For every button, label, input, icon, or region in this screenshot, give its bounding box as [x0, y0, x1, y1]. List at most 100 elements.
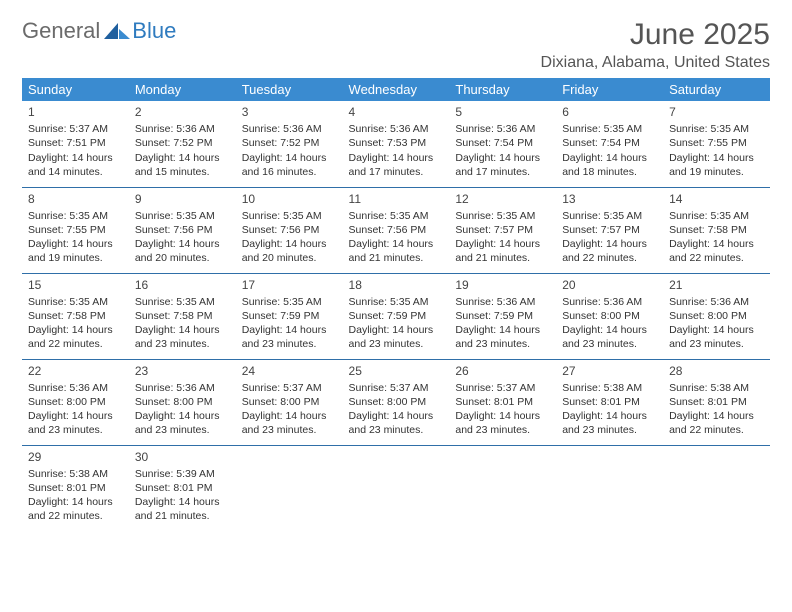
day-number: 23	[135, 363, 230, 379]
daylight-text: Daylight: 14 hours	[349, 409, 444, 423]
sunrise-text: Sunrise: 5:35 AM	[135, 209, 230, 223]
calendar-row: 1 Sunrise: 5:37 AMSunset: 7:51 PM Daylight…	[22, 101, 770, 187]
sunrise-text: Sunrise: 5:37 AM	[455, 381, 550, 395]
daylight-text: Daylight: 14 hours	[455, 409, 550, 423]
sunset-text: Sunset: 7:54 PM	[562, 136, 657, 150]
daylight-text: and 19 minutes.	[28, 251, 123, 265]
daylight-text: and 23 minutes.	[135, 423, 230, 437]
weekday-header: Saturday	[663, 78, 770, 101]
daylight-text: and 21 minutes.	[135, 509, 230, 523]
daylight-text: Daylight: 14 hours	[349, 323, 444, 337]
sunset-text: Sunset: 7:51 PM	[28, 136, 123, 150]
daylight-text: Daylight: 14 hours	[135, 237, 230, 251]
calendar-cell: 15Sunrise: 5:35 AMSunset: 7:58 PMDayligh…	[22, 273, 129, 359]
day-number: 3	[242, 104, 337, 120]
sunset-text: Sunset: 7:59 PM	[455, 309, 550, 323]
daylight-text: Daylight: 14 hours	[28, 237, 123, 251]
day-number: 24	[242, 363, 337, 379]
sunset-text: Sunset: 7:58 PM	[28, 309, 123, 323]
sunrise-text: Sunrise: 5:37 AM	[242, 381, 337, 395]
day-number: 2	[135, 104, 230, 120]
day-number: 5	[455, 104, 550, 120]
calendar-cell: 10Sunrise: 5:35 AMSunset: 7:56 PMDayligh…	[236, 187, 343, 273]
sunset-text: Sunset: 7:55 PM	[28, 223, 123, 237]
day-number: 21	[669, 277, 764, 293]
daylight-text: Daylight: 14 hours	[455, 151, 550, 165]
sunrise-text: Sunrise: 5:38 AM	[669, 381, 764, 395]
day-number: 1	[28, 104, 123, 120]
sunrise-text: Sunrise: 5:36 AM	[135, 381, 230, 395]
sunset-text: Sunset: 8:01 PM	[28, 481, 123, 495]
sunrise-text: Sunrise: 5:37 AM	[28, 122, 123, 136]
daylight-text: Daylight: 14 hours	[28, 409, 123, 423]
daylight-text: and 22 minutes.	[28, 509, 123, 523]
calendar-cell	[556, 445, 663, 531]
sunset-text: Sunset: 7:54 PM	[455, 136, 550, 150]
calendar-cell	[449, 445, 556, 531]
calendar-cell: 29Sunrise: 5:38 AMSunset: 8:01 PMDayligh…	[22, 445, 129, 531]
calendar-cell: 5Sunrise: 5:36 AMSunset: 7:54 PMDaylight…	[449, 101, 556, 187]
daylight-text: and 20 minutes.	[242, 251, 337, 265]
calendar-cell: 19Sunrise: 5:36 AMSunset: 7:59 PMDayligh…	[449, 273, 556, 359]
daylight-text: and 23 minutes.	[28, 423, 123, 437]
calendar-cell	[236, 445, 343, 531]
daylight-text: Daylight: 14 hours	[669, 151, 764, 165]
sunrise-text: Sunrise: 5:35 AM	[242, 209, 337, 223]
day-number: 12	[455, 191, 550, 207]
sunset-text: Sunset: 8:00 PM	[135, 395, 230, 409]
day-number: 15	[28, 277, 123, 293]
calendar-cell: 13Sunrise: 5:35 AMSunset: 7:57 PMDayligh…	[556, 187, 663, 273]
daylight-text: and 23 minutes.	[349, 423, 444, 437]
sunset-text: Sunset: 8:00 PM	[562, 309, 657, 323]
sunrise-text: Sunrise: 5:36 AM	[28, 381, 123, 395]
day-number: 28	[669, 363, 764, 379]
daylight-text: and 20 minutes.	[135, 251, 230, 265]
sunrise-text: Sunrise: 5:35 AM	[562, 209, 657, 223]
sunset-text: Sunset: 7:52 PM	[242, 136, 337, 150]
calendar-cell: 2Sunrise: 5:36 AMSunset: 7:52 PMDaylight…	[129, 101, 236, 187]
daylight-text: and 21 minutes.	[349, 251, 444, 265]
sunset-text: Sunset: 8:01 PM	[135, 481, 230, 495]
title-block: June 2025 Dixiana, Alabama, United State…	[541, 18, 770, 72]
calendar-cell: 21 Sunrise: 5:36 AMSunset: 8:00 PMDayligh…	[663, 273, 770, 359]
sunset-text: Sunset: 8:00 PM	[28, 395, 123, 409]
day-number: 11	[349, 191, 444, 207]
daylight-text: Daylight: 14 hours	[349, 237, 444, 251]
sunrise-text: Sunrise: 5:36 AM	[669, 295, 764, 309]
sunrise-text: Sunrise: 5:35 AM	[349, 295, 444, 309]
sunset-text: Sunset: 7:56 PM	[135, 223, 230, 237]
month-title: June 2025	[541, 18, 770, 52]
calendar-row: 8Sunrise: 5:35 AMSunset: 7:55 PMDaylight…	[22, 187, 770, 273]
sunset-text: Sunset: 7:58 PM	[135, 309, 230, 323]
sunset-text: Sunset: 8:00 PM	[669, 309, 764, 323]
calendar-cell: 14Sunrise: 5:35 AMSunset: 7:58 PMDayligh…	[663, 187, 770, 273]
calendar-cell: 18Sunrise: 5:35 AMSunset: 7:59 PMDayligh…	[343, 273, 450, 359]
daylight-text: and 23 minutes.	[562, 337, 657, 351]
calendar-cell: 8Sunrise: 5:35 AMSunset: 7:55 PMDaylight…	[22, 187, 129, 273]
sunset-text: Sunset: 8:00 PM	[349, 395, 444, 409]
calendar-cell: 6Sunrise: 5:35 AMSunset: 7:54 PMDaylight…	[556, 101, 663, 187]
sunrise-text: Sunrise: 5:36 AM	[242, 122, 337, 136]
logo-text-general: General	[22, 18, 100, 44]
sunrise-text: Sunrise: 5:35 AM	[135, 295, 230, 309]
daylight-text: and 15 minutes.	[135, 165, 230, 179]
daylight-text: and 23 minutes.	[669, 337, 764, 351]
daylight-text: Daylight: 14 hours	[562, 323, 657, 337]
day-number: 27	[562, 363, 657, 379]
day-number: 6	[562, 104, 657, 120]
daylight-text: Daylight: 14 hours	[28, 323, 123, 337]
daylight-text: Daylight: 14 hours	[242, 409, 337, 423]
daylight-text: Daylight: 14 hours	[669, 323, 764, 337]
calendar-row: 15Sunrise: 5:35 AMSunset: 7:58 PMDayligh…	[22, 273, 770, 359]
daylight-text: and 22 minutes.	[669, 251, 764, 265]
header: General Blue June 2025 Dixiana, Alabama,…	[22, 18, 770, 72]
calendar-cell: 17Sunrise: 5:35 AMSunset: 7:59 PMDayligh…	[236, 273, 343, 359]
daylight-text: and 23 minutes.	[349, 337, 444, 351]
daylight-text: and 23 minutes.	[562, 423, 657, 437]
calendar-cell	[663, 445, 770, 531]
daylight-text: Daylight: 14 hours	[242, 323, 337, 337]
day-number: 10	[242, 191, 337, 207]
day-number: 30	[135, 449, 230, 465]
calendar-row: 22Sunrise: 5:36 AMSunset: 8:00 PMDayligh…	[22, 359, 770, 445]
daylight-text: Daylight: 14 hours	[28, 495, 123, 509]
